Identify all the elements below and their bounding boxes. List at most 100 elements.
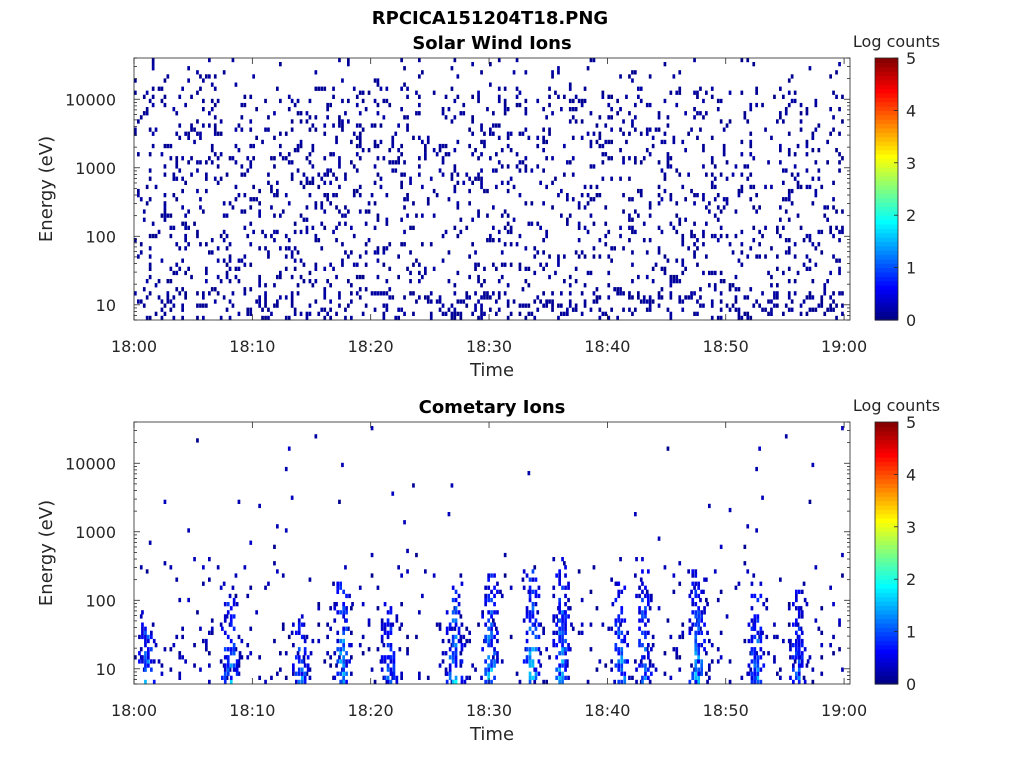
heatmap-cell	[166, 279, 170, 284]
heatmap-cell	[418, 57, 421, 63]
heatmap-cell	[657, 111, 661, 116]
heatmap-cell	[604, 311, 608, 316]
x-axis-label: Time	[469, 724, 514, 745]
heatmap-cell	[610, 107, 613, 112]
heatmap-cell	[228, 593, 232, 599]
heatmap-cell	[534, 675, 538, 680]
heatmap-cell	[138, 634, 141, 640]
heatmap-cell	[792, 622, 795, 627]
heatmap-cell	[743, 561, 747, 566]
heatmap-cell	[342, 638, 345, 644]
heatmap-cell	[795, 630, 798, 635]
heatmap-cell	[394, 315, 398, 321]
heatmap-cell	[311, 225, 315, 230]
heatmap-cell	[755, 193, 758, 198]
heatmap-cell	[144, 659, 147, 664]
heatmap-cell	[506, 131, 510, 136]
heatmap-cell	[614, 630, 618, 635]
heatmap-cell	[524, 246, 528, 251]
heatmap-cell	[424, 156, 427, 161]
heatmap-cell	[638, 610, 641, 615]
heatmap-cell	[782, 168, 785, 173]
heatmap-cell	[725, 123, 729, 128]
heatmap-cell	[445, 626, 449, 631]
heatmap-cell	[634, 512, 637, 517]
heatmap-cell	[350, 643, 353, 648]
heatmap-cell	[601, 90, 605, 95]
heatmap-cell	[622, 119, 625, 124]
heatmap-cell	[332, 86, 335, 91]
heatmap-cell	[500, 274, 504, 280]
heatmap-cell	[273, 561, 276, 566]
heatmap-cell	[178, 123, 182, 128]
heatmap-cell	[202, 98, 205, 104]
heatmap-cell	[474, 262, 477, 267]
heatmap-cell	[752, 303, 756, 308]
heatmap-cell	[539, 622, 542, 627]
heatmap-cell	[181, 188, 184, 194]
heatmap-cell	[515, 102, 519, 108]
heatmap-cell	[329, 315, 332, 321]
heatmap-cell	[743, 295, 747, 300]
heatmap-cell	[400, 180, 403, 185]
heatmap-cell	[563, 94, 566, 99]
heatmap-cell	[639, 160, 643, 165]
heatmap-cell	[492, 111, 495, 116]
heatmap-cell	[746, 315, 750, 321]
heatmap-cell	[279, 131, 282, 136]
heatmap-cell	[329, 262, 332, 267]
x-tick-label: 18:50	[703, 701, 749, 720]
heatmap-cell	[489, 127, 492, 132]
heatmap-cell	[503, 111, 507, 116]
heatmap-cell	[669, 675, 673, 680]
heatmap-cell	[628, 295, 631, 300]
heatmap-cell	[303, 651, 307, 656]
heatmap-cell	[243, 225, 247, 230]
heatmap-cell	[276, 188, 279, 194]
heatmap-cell	[444, 229, 448, 235]
heatmap-cell	[397, 123, 400, 128]
heatmap-cell	[710, 156, 714, 161]
heatmap-cell	[678, 295, 682, 300]
heatmap-cell	[797, 638, 801, 644]
heatmap-cell	[622, 307, 625, 312]
heatmap-cell	[789, 638, 792, 644]
heatmap-cell	[480, 675, 483, 680]
heatmap-cell	[561, 679, 564, 685]
heatmap-cell	[492, 123, 495, 128]
heatmap-cell	[400, 602, 403, 607]
heatmap-cell	[403, 205, 406, 210]
heatmap-cell	[160, 307, 164, 312]
heatmap-cell	[397, 156, 400, 161]
heatmap-cell	[342, 610, 345, 615]
heatmap-cell	[144, 638, 147, 644]
colorbar-segment	[875, 101, 898, 107]
heatmap-cell	[358, 274, 362, 280]
heatmap-cell	[779, 205, 782, 210]
heatmap-cell	[406, 651, 409, 656]
heatmap-cell	[358, 143, 362, 149]
heatmap-cell	[823, 287, 827, 292]
heatmap-cell	[358, 287, 362, 292]
heatmap-cell	[287, 160, 291, 165]
heatmap-cell	[178, 135, 182, 140]
heatmap-cell	[202, 565, 205, 570]
heatmap-cell	[841, 426, 844, 431]
heatmap-cell	[628, 197, 631, 202]
heatmap-cell	[678, 299, 682, 304]
heatmap-cell	[249, 242, 253, 247]
heatmap-cell	[706, 630, 709, 635]
heatmap-cell	[838, 258, 841, 263]
heatmap-cell	[148, 266, 152, 271]
heatmap-cell	[557, 315, 560, 321]
heatmap-cell	[542, 238, 545, 243]
heatmap-cell	[808, 258, 812, 263]
heatmap-cell	[617, 614, 621, 619]
heatmap-cell	[323, 180, 327, 185]
heatmap-cell	[568, 283, 572, 288]
heatmap-cell	[841, 573, 844, 578]
heatmap-cell	[150, 630, 153, 635]
heatmap-cell	[645, 589, 649, 594]
heatmap-cell	[184, 221, 187, 226]
heatmap-cell	[222, 229, 226, 235]
